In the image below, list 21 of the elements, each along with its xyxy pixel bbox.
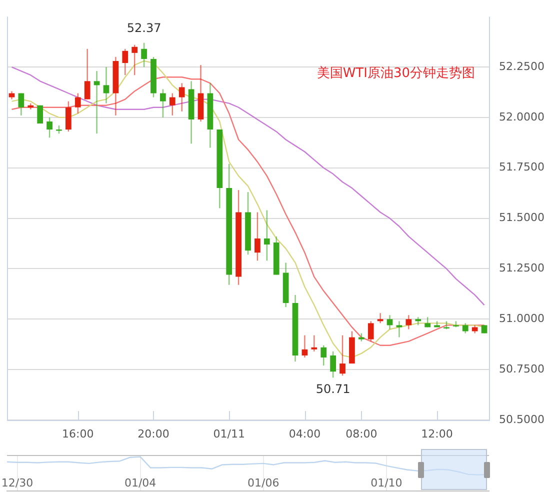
x-tick-label: 12:00 — [421, 427, 453, 440]
y-tick-label: 52.0000 — [499, 110, 544, 124]
text: 50.71 — [316, 382, 350, 396]
x-tick-label: 16:00 — [62, 427, 94, 440]
x-tick-label: 01/04 — [124, 476, 156, 490]
x-tick-label: 01/10 — [370, 476, 402, 490]
x-tick-label: 01/06 — [248, 476, 280, 490]
x-tick-label: 12/30 — [1, 476, 34, 490]
y-tick-label: 50.5000 — [499, 412, 544, 426]
y-tick-label: 50.7500 — [499, 362, 544, 376]
x-tick-label: 20:00 — [138, 427, 170, 440]
x-tick-label: 04:00 — [288, 427, 321, 440]
y-tick-label: 51.7500 — [499, 160, 544, 174]
y-tick-label: 51.5000 — [499, 211, 544, 224]
x-tick-label: 01/11 — [213, 427, 245, 440]
y-tick-label: 52.2500 — [499, 60, 544, 73]
y-tick-label: 51.0000 — [499, 312, 544, 326]
x-tick-label: 08:00 — [346, 427, 378, 440]
text: 52.37 — [126, 20, 162, 35]
text: 美国WTI原油30分钟走势图 — [316, 65, 475, 82]
y-tick-label: 51.2500 — [499, 262, 544, 275]
